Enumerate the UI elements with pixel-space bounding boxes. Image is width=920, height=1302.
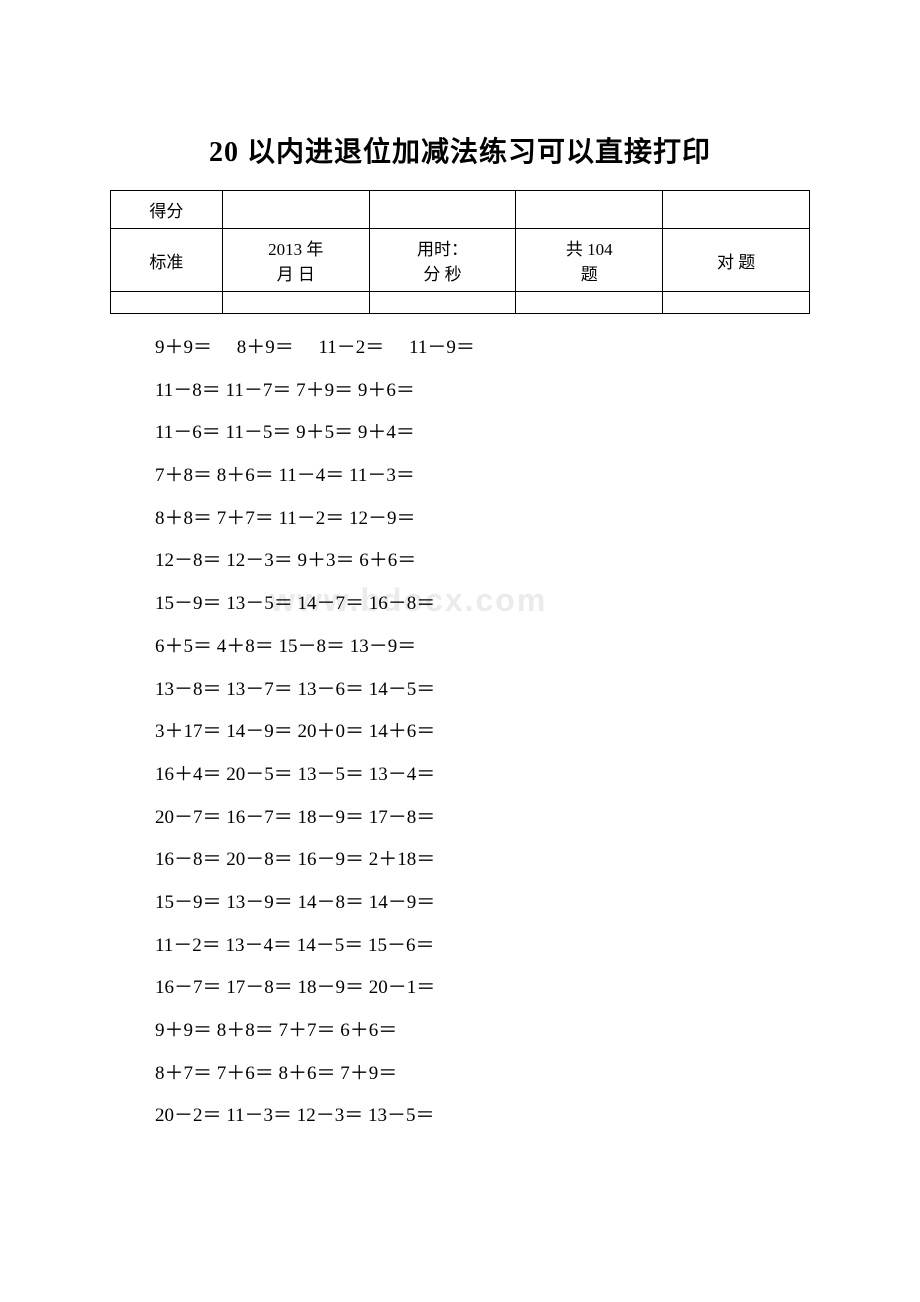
score-row: 得分 xyxy=(111,191,810,229)
empty-row xyxy=(111,292,810,314)
empty-cell-1 xyxy=(111,292,223,314)
correct-cell: 对 题 xyxy=(663,229,810,292)
score-cell-2 xyxy=(369,191,516,229)
time-cell: 用时：分 秒 xyxy=(369,229,516,292)
score-cell-1 xyxy=(222,191,369,229)
equation-row: 20－7＝ 16－7＝ 18－9＝ 17－8＝ xyxy=(155,806,810,831)
equations-container: 9＋9＝ 8＋9＝ 11－2＝ 11－9＝ 11－8＝ 11－7＝ 7＋9＝ 9… xyxy=(110,336,810,1129)
standard-label: 标准 xyxy=(111,229,223,292)
empty-cell-4 xyxy=(516,292,663,314)
total-cell: 共 104题 xyxy=(516,229,663,292)
standard-row: 标准 2013 年月 日 用时：分 秒 共 104题 对 题 xyxy=(111,229,810,292)
equation-row: 8＋8＝ 7＋7＝ 11－2＝ 12－9＝ xyxy=(155,507,810,532)
equation-row: 8＋7＝ 7＋6＝ 8＋6＝ 7＋9＝ xyxy=(155,1062,810,1087)
equation-row: 16－8＝ 20－8＝ 16－9＝ 2＋18＝ xyxy=(155,848,810,873)
equation-row: 13－8＝ 13－7＝ 13－6＝ 14－5＝ xyxy=(155,678,810,703)
equation-row: 12－8＝ 12－3＝ 9＋3＝ 6＋6＝ xyxy=(155,549,810,574)
empty-cell-3 xyxy=(369,292,516,314)
equation-row: 11－8＝ 11－7＝ 7＋9＝ 9＋6＝ xyxy=(155,379,810,404)
equation-row: 16－7＝ 17－8＝ 18－9＝ 20－1＝ xyxy=(155,976,810,1001)
equation-row: 6＋5＝ 4＋8＝ 15－8＝ 13－9＝ xyxy=(155,635,810,660)
score-cell-4 xyxy=(663,191,810,229)
empty-cell-2 xyxy=(222,292,369,314)
header-table: 得分 标准 2013 年月 日 用时：分 秒 共 104题 对 题 xyxy=(110,190,810,314)
equation-row: 20－2＝ 11－3＝ 12－3＝ 13－5＝ xyxy=(155,1104,810,1129)
score-cell-3 xyxy=(516,191,663,229)
equation-row: 9＋9＝ 8＋8＝ 7＋7＝ 6＋6＝ xyxy=(155,1019,810,1044)
equation-row: 9＋9＝ 8＋9＝ 11－2＝ 11－9＝ xyxy=(155,336,810,361)
equation-row: 16＋4＝ 20－5＝ 13－5＝ 13－4＝ xyxy=(155,763,810,788)
equation-row: 11－2＝ 13－4＝ 14－5＝ 15－6＝ xyxy=(155,934,810,959)
score-label: 得分 xyxy=(111,191,223,229)
equation-row: 3＋17＝ 14－9＝ 20＋0＝ 14＋6＝ xyxy=(155,720,810,745)
equation-row: 15－9＝ 13－9＝ 14－8＝ 14－9＝ xyxy=(155,891,810,916)
equation-row: 7＋8＝ 8＋6＝ 11－4＝ 11－3＝ xyxy=(155,464,810,489)
equation-row: 15－9＝ 13－5＝ 14－7＝ 16－8＝ xyxy=(155,592,810,617)
empty-cell-5 xyxy=(663,292,810,314)
date-cell: 2013 年月 日 xyxy=(222,229,369,292)
equation-row: 11－6＝ 11－5＝ 9＋5＝ 9＋4＝ xyxy=(155,421,810,446)
page-title: 20 以内进退位加减法练习可以直接打印 xyxy=(110,130,810,170)
